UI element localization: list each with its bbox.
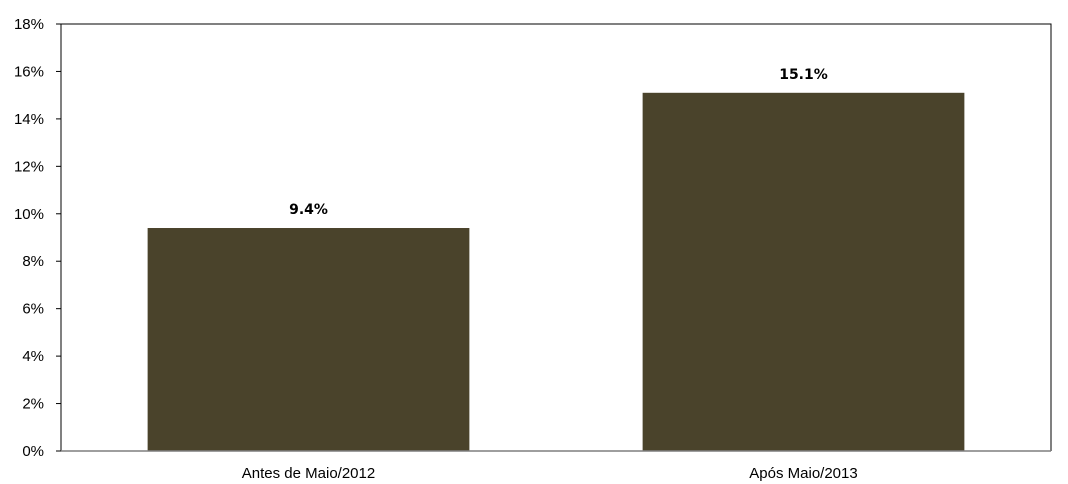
y-tick-label: 6%: [22, 301, 44, 318]
plot-area: 0% 2% 4% 6% 8% 10% 12% 14% 16% 18% 9.4% Antes de Ma…: [14, 16, 1052, 482]
category-label: Antes de Maio/2012: [242, 465, 375, 482]
bar: [147, 228, 470, 451]
category-label: Após Maio/2013: [749, 465, 857, 482]
y-tick-label: 0%: [22, 443, 44, 460]
data-label: 15.1%: [779, 67, 828, 83]
y-tick-label: 4%: [22, 348, 44, 365]
y-tick-label: 14%: [14, 111, 44, 128]
y-tick-label: 10%: [14, 206, 44, 223]
y-tick-label: 12%: [14, 158, 44, 175]
plot-border: [60, 23, 1052, 451]
y-tick-label: 8%: [22, 253, 44, 270]
y-tick-label: 2%: [22, 396, 44, 413]
y-tick-label: 18%: [14, 16, 44, 33]
data-label: 9.4%: [289, 202, 328, 218]
bar: [642, 92, 965, 452]
y-tick-label: 16%: [14, 63, 44, 80]
